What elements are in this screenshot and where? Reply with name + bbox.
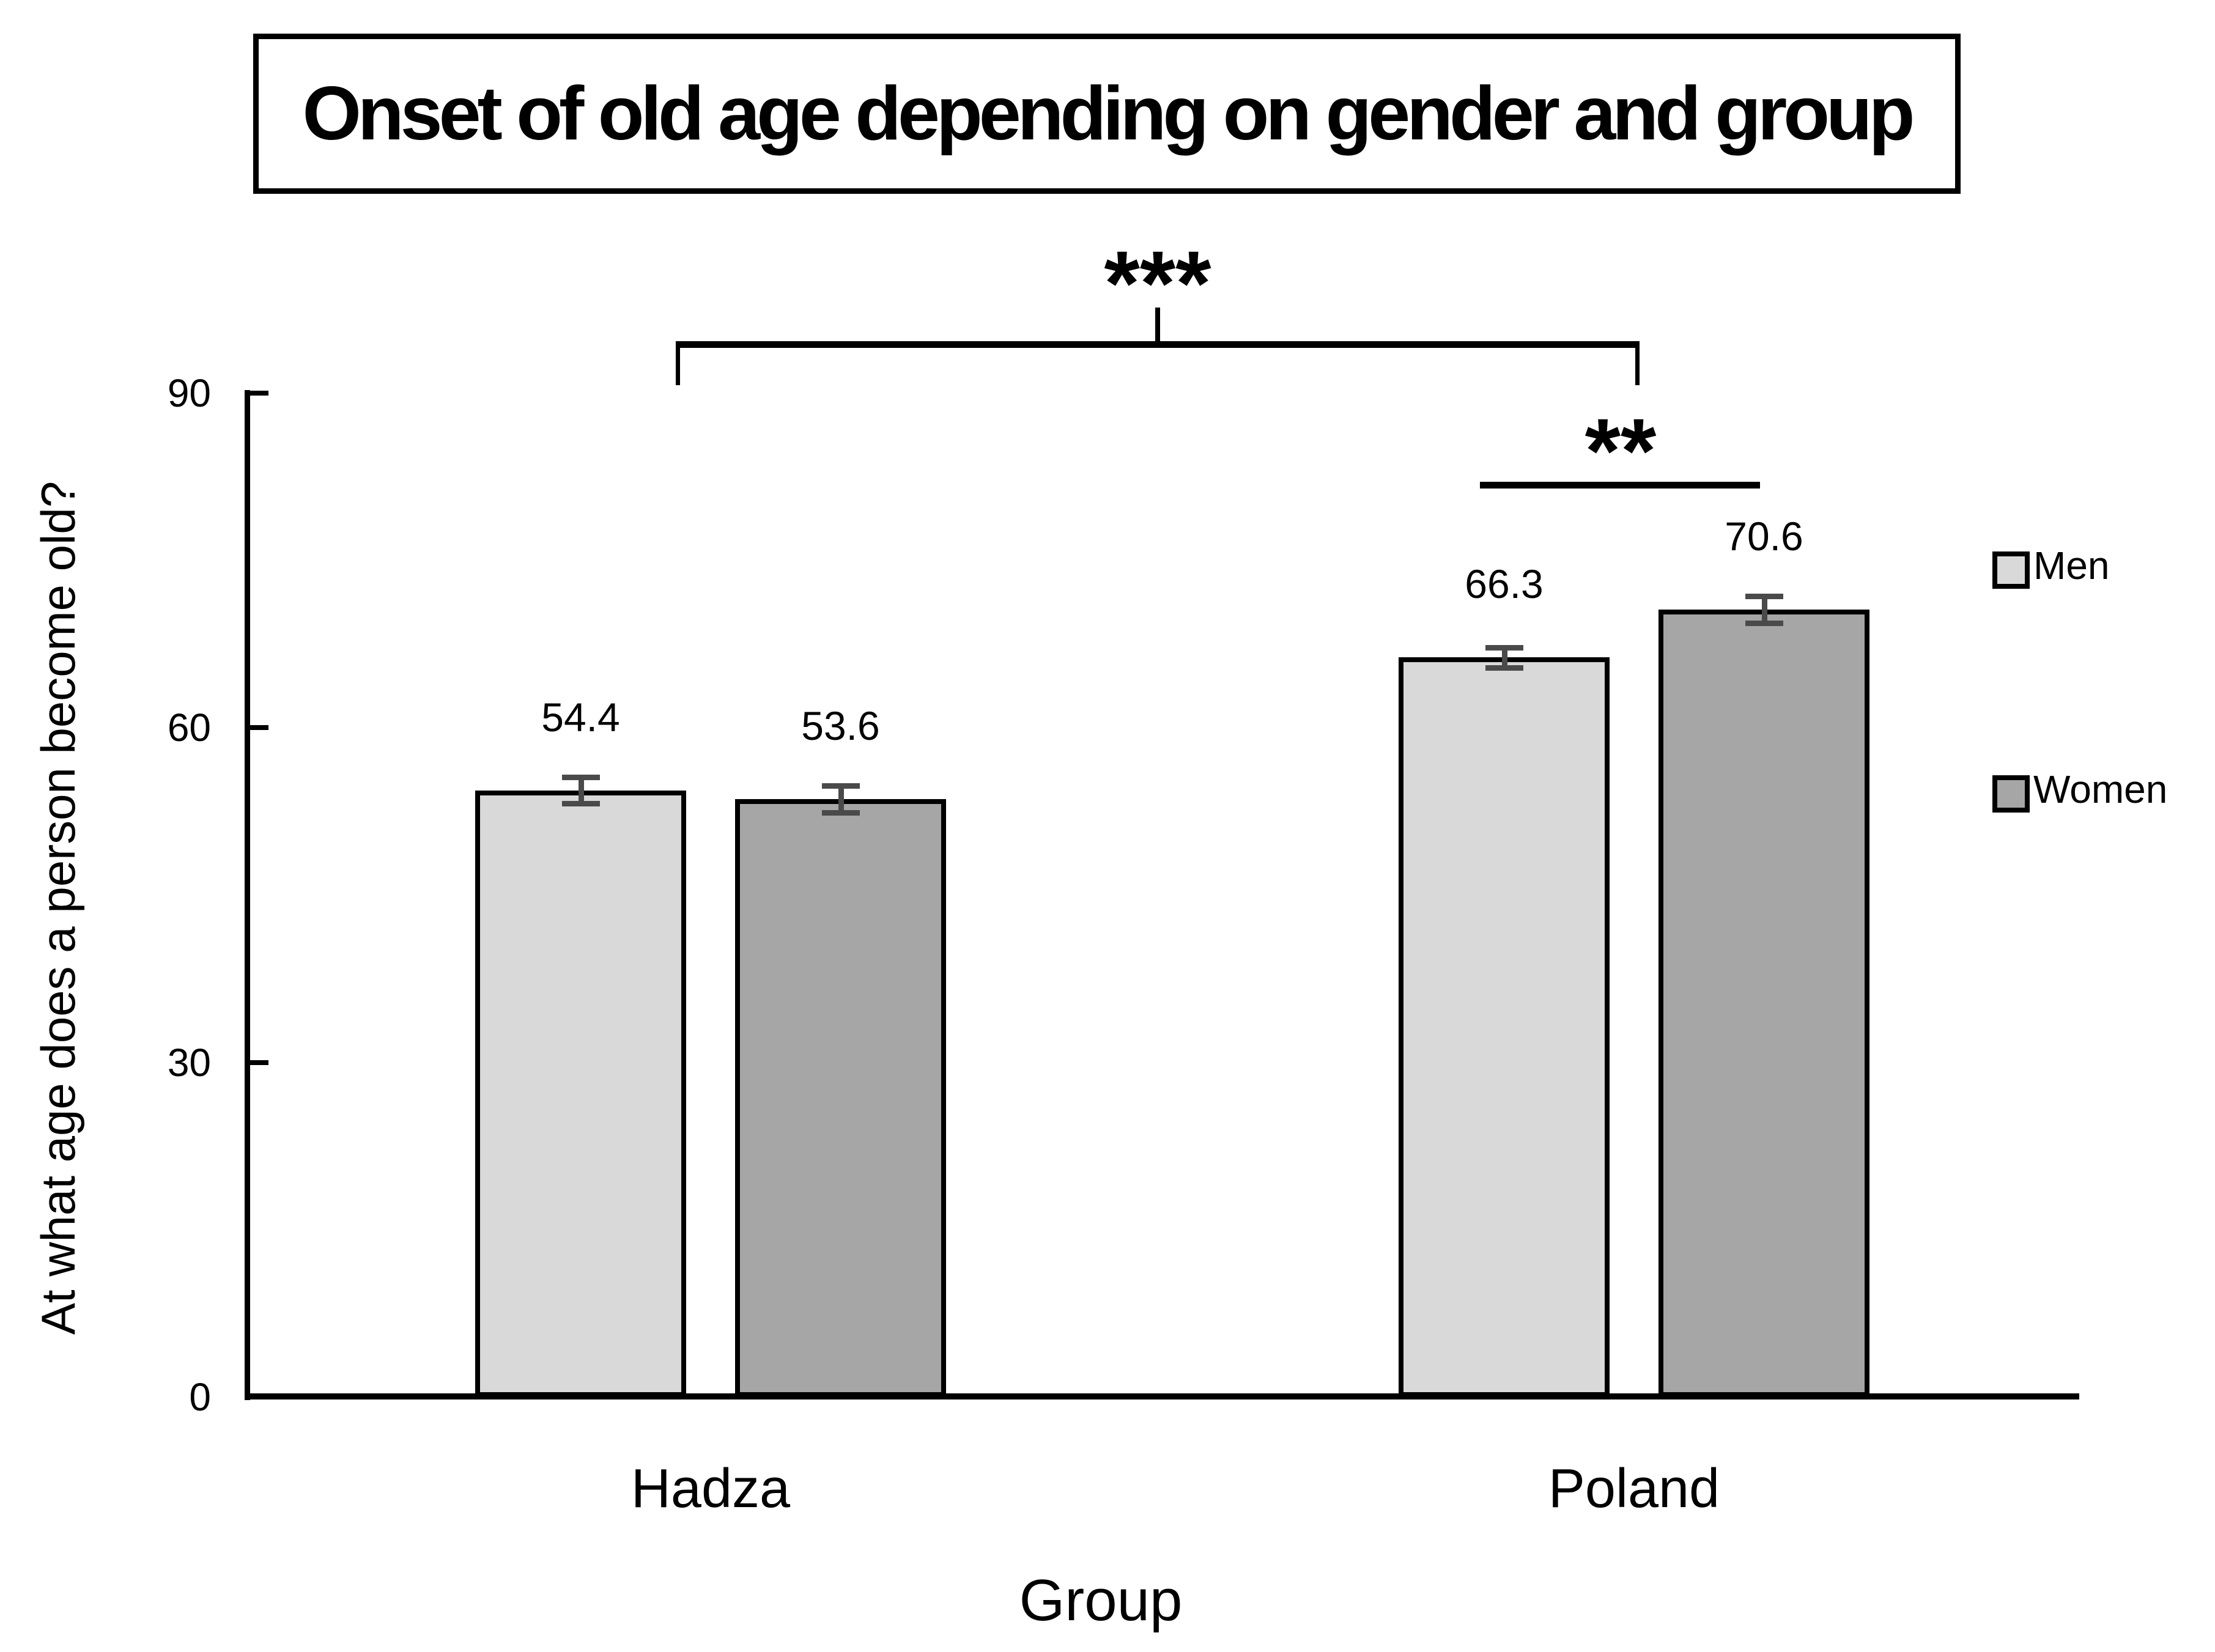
y-axis-title: At what age does a person become old? bbox=[31, 481, 85, 1335]
legend-label-women: Women bbox=[2033, 767, 2168, 811]
value-label-poland-women: 70.6 bbox=[1725, 513, 1803, 559]
error-bar-top-cap-poland-women bbox=[1745, 594, 1783, 600]
x-category-label-poland: Poland bbox=[1548, 1458, 1720, 1519]
x-category-label-hadza: Hadza bbox=[630, 1458, 791, 1519]
error-bar-top-cap-poland-men bbox=[1485, 644, 1523, 651]
error-bar-bottom-cap-poland-women bbox=[1745, 620, 1783, 626]
significance-stars-poland: ** bbox=[1585, 399, 1657, 502]
x-axis-title: Group bbox=[1019, 1568, 1183, 1633]
error-bar-top-cap-hadza-men bbox=[561, 774, 600, 780]
error-bar-stem-poland-men bbox=[1501, 647, 1507, 668]
y-tick-label: 0 bbox=[189, 1375, 211, 1419]
y-axis-tick bbox=[250, 1060, 268, 1065]
y-axis-tick bbox=[250, 391, 268, 396]
error-bar-bottom-cap-hadza-men bbox=[561, 801, 600, 807]
bar-poland-men bbox=[1399, 657, 1610, 1397]
error-bar-stem-hadza-men bbox=[578, 776, 584, 804]
significance-bracket-right-end bbox=[1635, 341, 1640, 385]
error-bar-bottom-cap-hadza-women bbox=[821, 809, 860, 816]
bar-hadza-women bbox=[735, 799, 946, 1397]
significance-line-poland bbox=[1480, 482, 1760, 489]
significance-bracket-left-end bbox=[676, 341, 680, 385]
chart-title-box: Onset of old age depending on gender and… bbox=[253, 34, 1961, 194]
bar-hadza-men bbox=[475, 790, 686, 1397]
error-bar-top-cap-hadza-women bbox=[821, 783, 860, 789]
y-tick-label: 30 bbox=[167, 1040, 211, 1085]
y-tick-label: 60 bbox=[167, 706, 211, 750]
y-tick-label: 90 bbox=[167, 371, 211, 415]
legend-label-men: Men bbox=[2033, 544, 2110, 588]
error-bar-stem-hadza-women bbox=[838, 786, 844, 813]
x-axis-line bbox=[245, 1393, 2079, 1399]
y-axis-line bbox=[245, 390, 250, 1400]
value-label-hadza-women: 53.6 bbox=[801, 703, 880, 749]
bar-poland-women bbox=[1658, 609, 1869, 1397]
error-bar-stem-poland-women bbox=[1761, 596, 1767, 623]
error-bar-bottom-cap-poland-men bbox=[1485, 665, 1523, 671]
y-axis-tick bbox=[250, 725, 268, 731]
chart-title: Onset of old age depending on gender and… bbox=[302, 72, 1915, 156]
significance-bracket-center-tick bbox=[1155, 308, 1160, 343]
significance-bracket-line bbox=[676, 341, 1640, 348]
legend-swatch-men bbox=[1992, 551, 2030, 589]
value-label-hadza-men: 54.4 bbox=[541, 694, 620, 740]
legend-swatch-women bbox=[1992, 775, 2030, 813]
value-label-poland-men: 66.3 bbox=[1465, 561, 1544, 607]
